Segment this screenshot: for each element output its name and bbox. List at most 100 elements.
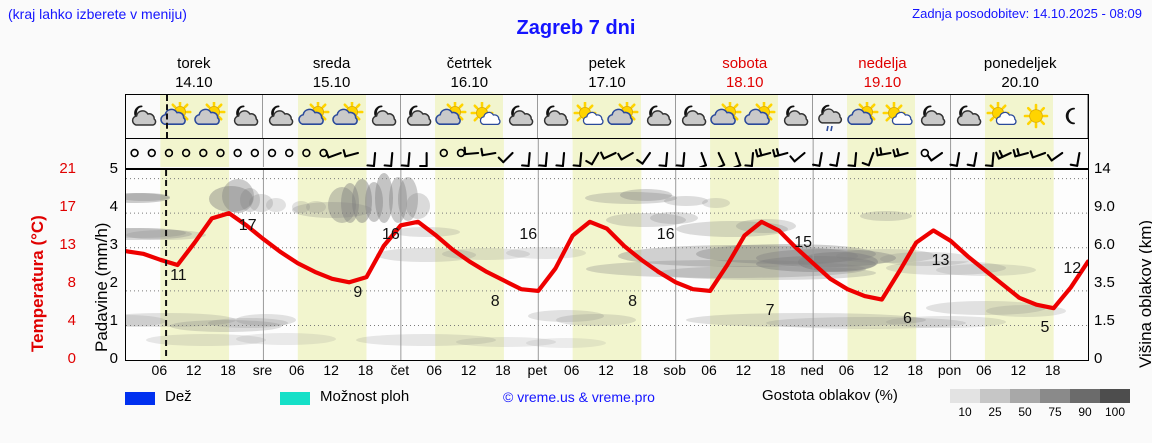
day-date: 15.10 — [312, 74, 351, 91]
wind-barb-row — [125, 139, 1089, 169]
moon-cloud-icon — [778, 95, 812, 138]
sun-smallcloud-icon — [572, 95, 607, 138]
x-tick-18-10: 18 — [495, 362, 511, 378]
x-tick-sob-15: sob — [663, 362, 686, 378]
temperature-ticks: 21 17 13 8 4 0 — [44, 160, 76, 367]
x-tick-18-26: 18 — [1044, 362, 1061, 378]
temp-max-label-day4: 16 — [656, 225, 675, 243]
cloud-tick-9.0: 9.0 — [1094, 198, 1115, 215]
temp-min-label-day5: 7 — [765, 301, 775, 319]
cloud-density-swatch-75 — [1040, 389, 1070, 403]
sun-cloud-icon — [331, 95, 366, 138]
moon-icon — [1053, 95, 1087, 138]
cloud-density-swatch-10 — [950, 389, 980, 403]
day-name: ponedeljek — [983, 55, 1057, 72]
temp-max-label-day5: 15 — [794, 234, 813, 252]
icon-day-group-7 — [951, 95, 1088, 138]
x-tick-18-6: 18 — [357, 362, 374, 378]
credit-link[interactable]: © vreme.us & vreme.pro — [503, 389, 655, 405]
x-tick-06-12: 06 — [563, 362, 580, 378]
temp-tick-0: 0 — [67, 350, 76, 367]
x-tick-sre-3: sre — [252, 362, 273, 378]
moon-cloud-rain-icon — [813, 95, 847, 138]
temp-min-label-day1: 11 — [170, 267, 187, 284]
moon-cloud-icon — [641, 95, 675, 138]
sun-cloud-icon — [709, 95, 744, 138]
cloud-tick-1.5: 1.5 — [1094, 312, 1115, 329]
day-name: sobota — [722, 55, 768, 72]
x-tick-12-17: 12 — [735, 362, 752, 378]
cloud-density-swatch-50 — [1010, 389, 1040, 403]
x-tick-06-4: 06 — [288, 362, 305, 378]
moon-cloud-icon — [538, 95, 572, 138]
x-tick-pon-23: pon — [937, 362, 962, 378]
temp-min-label-day2: 9 — [353, 284, 363, 302]
temp-tick-17: 17 — [59, 198, 76, 215]
prec-tick-0: 0 — [109, 350, 118, 367]
x-tick-pet-11: pet — [527, 362, 548, 378]
x-tick-06-8: 06 — [426, 362, 442, 378]
temp-tick-21: 21 — [59, 160, 76, 177]
day-header-4: petek 17.10 — [538, 54, 676, 92]
sun-cloud-icon — [434, 95, 470, 138]
day-date: 20.10 — [1001, 74, 1039, 91]
day-header-2: sreda 15.10 — [263, 54, 401, 92]
day-date: 14.10 — [175, 74, 213, 91]
page-title: Zagreb 7 dni — [516, 17, 636, 39]
prec-tick-1: 1 — [109, 312, 118, 329]
x-tick-06-0: 06 — [151, 362, 168, 378]
moon-cloud-icon — [676, 95, 710, 138]
cloud-density-tick-25: 25 — [988, 405, 1002, 419]
moon-cloud-icon — [126, 95, 160, 138]
day-date: 19.10 — [863, 74, 902, 91]
day-name: sreda — [312, 55, 351, 72]
showers-legend-label: Možnost ploh — [320, 388, 410, 405]
cloud-tick-6.0: 6.0 — [1094, 236, 1115, 253]
prec-tick-4: 4 — [109, 198, 118, 215]
prec-tick-2: 2 — [109, 274, 118, 291]
day-header-6: nedelja 19.10 — [814, 54, 952, 92]
day-header-row: torek 14.10 sreda 15.10 četrtek 16.10 petek 17.… — [125, 54, 1089, 92]
sun-cloud-icon — [606, 95, 641, 138]
x-tick-12-21: 12 — [873, 362, 889, 378]
x-tick-12-5: 12 — [323, 362, 339, 378]
temp-max-label-day6: 13 — [931, 251, 950, 269]
x-tick-12-25: 12 — [1010, 362, 1027, 378]
x-tick-čet-7: čet — [390, 362, 410, 378]
cloud-density-tick-labels: 10 25 50 75 90 100 — [950, 405, 1130, 421]
icon-day-group-1 — [126, 95, 264, 138]
temp-max-label-day2: 16 — [381, 225, 400, 243]
cloud-density-tick-10: 10 — [958, 405, 972, 419]
x-tick-18-14: 18 — [632, 362, 649, 378]
cloud-density-swatch-25 — [980, 389, 1010, 403]
rain-legend-label: Dež — [165, 388, 192, 405]
temp-tick-4: 4 — [67, 312, 76, 329]
cloud-density-tick-100: 100 — [1104, 405, 1126, 419]
day-name: nedelja — [858, 55, 907, 72]
day-header-5: sobota 18.10 — [676, 54, 814, 92]
x-tick-18-22: 18 — [907, 362, 923, 378]
temp-max-label-day1: 17 — [238, 217, 257, 235]
sun-cloud-icon — [743, 95, 779, 138]
temp-tick-13: 13 — [59, 236, 76, 253]
cloud-density-colorbar — [950, 389, 1130, 403]
day-name: torek — [177, 55, 211, 72]
x-tick-12-9: 12 — [460, 362, 477, 378]
day-header-1: torek 14.10 — [125, 54, 263, 92]
moon-cloud-icon — [401, 95, 435, 138]
day-header-7: ponedeljek 20.10 — [951, 54, 1089, 92]
meteogram-plot: 11 17 9 16 8 16 8 16 7 15 6 13 5 12 — [125, 169, 1089, 361]
icon-day-group-4 — [538, 95, 676, 138]
showers-legend-swatch — [280, 392, 310, 405]
location-hint: (kraj lahko izberete v meniju) — [8, 6, 187, 22]
x-axis-ticks: 06 12 18 sre 06 12 18 čet 06 12 18 pet 06 12 18 sob 06 12… — [125, 362, 1089, 384]
day-header-3: četrtek 16.10 — [400, 54, 538, 92]
moon-cloud-icon — [503, 95, 537, 138]
day-date: 17.10 — [588, 74, 626, 91]
x-tick-06-20: 06 — [838, 362, 855, 378]
temp-max-label-day3: 16 — [519, 225, 538, 243]
x-tick-18-18: 18 — [769, 362, 786, 378]
cloud-tick-14: 14 — [1094, 160, 1111, 177]
cloud-density-field — [126, 173, 1066, 348]
now-marker-icons — [166, 95, 169, 138]
